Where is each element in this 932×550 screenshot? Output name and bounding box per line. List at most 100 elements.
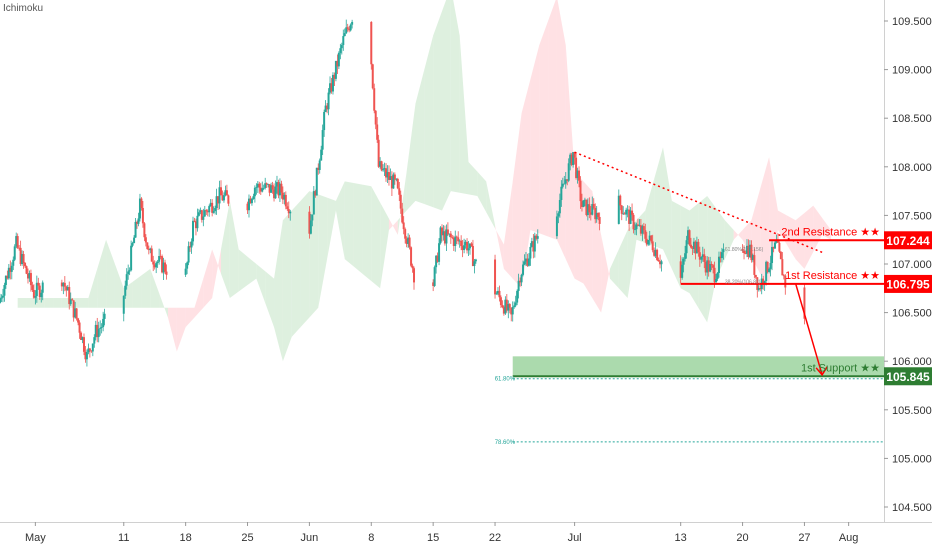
candle-body (685, 240, 688, 254)
candle-body (336, 60, 339, 67)
candle-body (684, 253, 687, 259)
candle-body (34, 296, 37, 298)
candle-body (206, 211, 209, 213)
candle-body (402, 222, 405, 230)
candle-body (383, 168, 386, 170)
candle-body (75, 308, 78, 319)
y-tick-label: 105.000 (892, 453, 932, 465)
x-tick-label: May (25, 532, 46, 544)
candle-body (345, 27, 348, 34)
candle-body (308, 211, 311, 234)
cloud-segment (556, 0, 566, 260)
candle-body (389, 176, 392, 180)
candle-body (695, 241, 698, 254)
candle-body (526, 258, 529, 266)
candle-body (743, 250, 746, 254)
candle-body (457, 237, 460, 242)
candle-body (567, 163, 570, 181)
candle-body (161, 256, 164, 273)
candle-body (588, 204, 591, 213)
candle-body (218, 187, 221, 204)
candle-body (90, 350, 93, 352)
cloud-segment (265, 271, 275, 328)
candle-body (349, 24, 352, 31)
y-tick-label: 108.500 (892, 113, 932, 125)
x-tick-label: 27 (798, 532, 810, 544)
candle-body (268, 184, 271, 193)
cloud-segment (194, 278, 204, 318)
cloud-segment (318, 194, 328, 308)
candle-body (312, 191, 315, 215)
candle-body (162, 262, 165, 273)
candle-body (374, 110, 377, 125)
candle-body (468, 243, 471, 249)
candle-body (97, 328, 100, 338)
cloud-segment (627, 220, 637, 299)
candle-body (7, 267, 10, 279)
candle-body (125, 274, 128, 286)
candle-body (625, 209, 628, 215)
cloud-segment (459, 35, 469, 195)
candle-body (644, 230, 647, 239)
cloud-segment (548, 0, 557, 240)
candle-body (709, 264, 712, 272)
candle-body (576, 170, 579, 178)
candle-body (156, 261, 159, 264)
candle-body (523, 261, 526, 265)
candle-body (29, 273, 32, 286)
cloud-segment (380, 202, 389, 289)
candle-body (432, 282, 435, 286)
candle-body (467, 248, 470, 251)
y-tick-label: 107.000 (892, 259, 932, 271)
candle-body (225, 190, 228, 196)
level-labels: 2nd Resistance ★★ 107.244 1st Resistance ★… (781, 226, 932, 386)
candle-body (505, 299, 508, 311)
candle-body (196, 215, 199, 229)
candle-body (442, 231, 445, 236)
candle-body (264, 183, 267, 188)
candle-body (688, 230, 691, 245)
candle-body (96, 324, 99, 338)
candle-body (68, 287, 71, 305)
candle-body (560, 186, 563, 200)
y-tick-label: 109.500 (892, 16, 932, 28)
candle-body (84, 351, 87, 360)
candle-body (715, 279, 718, 283)
candle-body (329, 83, 332, 93)
candle-body (753, 255, 756, 275)
candle-body (455, 236, 458, 238)
candle-body (284, 194, 287, 207)
candle-body (37, 282, 40, 286)
candle-body (598, 216, 601, 224)
x-tick-label: Jun (301, 532, 319, 544)
candle-body (315, 167, 318, 196)
candle-body (38, 285, 41, 298)
candle-body (158, 256, 161, 262)
candle-body (408, 237, 411, 248)
candle-body (131, 243, 134, 246)
candle-body (498, 290, 501, 298)
candle-body (745, 245, 748, 254)
candle-body (289, 211, 292, 214)
candle-body (508, 304, 511, 308)
candle-body (470, 243, 473, 246)
candle-body (261, 188, 264, 192)
candle-body (532, 241, 535, 252)
cloud-segment (503, 181, 513, 279)
candle-body (474, 259, 477, 262)
candle-body (314, 191, 317, 196)
cloud-segment (433, 11, 442, 211)
cloud-segment (106, 239, 115, 308)
cloud-segment (212, 249, 221, 299)
candle-body (578, 170, 581, 181)
cloud-segment (97, 239, 107, 308)
candle-body (10, 265, 13, 272)
candle-body (765, 261, 768, 282)
cloud-segment (539, 21, 549, 237)
x-tick-label: 20 (736, 532, 748, 544)
candle-body (149, 248, 152, 251)
candle-body (504, 299, 507, 314)
candle-body (164, 262, 167, 272)
candle-body (150, 248, 153, 262)
